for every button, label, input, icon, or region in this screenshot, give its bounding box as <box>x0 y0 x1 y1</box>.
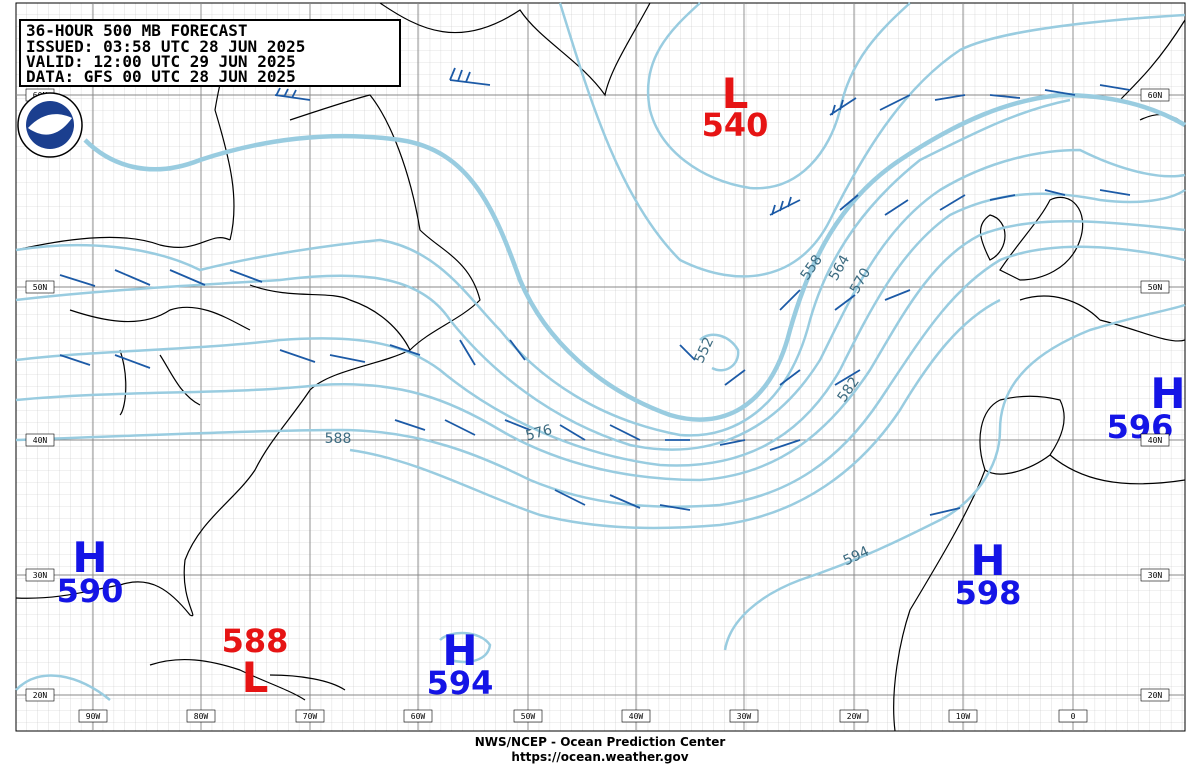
latitude-label: 20N <box>33 691 48 700</box>
longitude-label-box <box>295 709 325 723</box>
latitude-label-box <box>1140 433 1170 447</box>
height-contours <box>15 2 1187 701</box>
wind-barbs <box>59 67 1131 516</box>
latitude-label-box <box>25 433 55 447</box>
latitude-label-box <box>25 688 55 702</box>
longitude-label: 70W <box>303 712 318 721</box>
longitude-label: 20W <box>847 712 862 721</box>
latitude-label: 40N <box>1148 436 1163 445</box>
grid-labels: 60N60N50N50N40N40N30N30N20N20N90W80W70W6… <box>25 88 1170 723</box>
longitude-label-box <box>839 709 869 723</box>
longitude-label: 10W <box>956 712 971 721</box>
longitude-label-box <box>78 709 108 723</box>
longitude-label-box <box>403 709 433 723</box>
center-symbol: L <box>722 69 749 118</box>
latitude-label: 30N <box>1148 571 1163 580</box>
longitude-label: 0 <box>1071 712 1076 721</box>
longitude-label: 50W <box>521 712 536 721</box>
coastline <box>15 2 1186 732</box>
header-box <box>19 19 401 87</box>
center-symbol: H <box>72 533 107 582</box>
longitude-label-box <box>621 709 651 723</box>
longitude-label: 60W <box>411 712 426 721</box>
header-line: DATA: GFS 00 UTC 28 JUN 2025 <box>26 67 296 86</box>
longitude-label: 80W <box>194 712 209 721</box>
longitude-label-box <box>1058 709 1088 723</box>
center-symbol: H <box>442 626 477 675</box>
center-value: 590 <box>57 572 124 610</box>
header-line: 36-HOUR 500 MB FORECAST <box>26 21 248 40</box>
contour-label: 576 <box>524 422 554 444</box>
center-value: 594 <box>427 664 494 702</box>
center-symbol: H <box>970 536 1005 585</box>
pressure-centers: H 590 588 L H 594 L 540 H 598 H 596 <box>57 69 1186 702</box>
header-line: VALID: 12:00 UTC 29 JUN 2025 <box>26 52 296 71</box>
latitude-label: 20N <box>1148 691 1163 700</box>
longitude-label-box <box>948 709 978 723</box>
footer-line: NWS/NCEP - Ocean Prediction Center <box>475 735 726 749</box>
center-value: 598 <box>955 574 1022 612</box>
center-symbol: L <box>242 653 269 702</box>
longitude-label-box <box>186 709 216 723</box>
longitude-label: 30W <box>737 712 752 721</box>
map-frame <box>15 2 1186 732</box>
center-value: 540 <box>702 106 769 144</box>
noaa-logo <box>17 92 83 158</box>
major-grid <box>16 3 1185 731</box>
header-line: ISSUED: 03:58 UTC 28 JUN 2025 <box>26 37 305 56</box>
center-symbol: H <box>1150 369 1185 418</box>
latitude-label: 50N <box>33 283 48 292</box>
latitude-label-box <box>25 568 55 582</box>
center-value: 588 <box>222 622 289 660</box>
latitude-label-box <box>1140 280 1170 294</box>
longitude-label: 40W <box>629 712 644 721</box>
longitude-label: 90W <box>86 712 101 721</box>
latitude-label: 50N <box>1148 283 1163 292</box>
latitude-label-box <box>1140 688 1170 702</box>
latitude-label-box <box>1140 88 1170 102</box>
latitude-label: 40N <box>33 436 48 445</box>
footer-line: https://ocean.weather.gov <box>511 750 688 764</box>
latitude-label-box <box>1140 568 1170 582</box>
contour-label: 588 <box>325 431 352 447</box>
latitude-label: 60N <box>1148 91 1163 100</box>
longitude-label-box <box>513 709 543 723</box>
latitude-label-box <box>25 280 55 294</box>
latitude-label: 30N <box>33 571 48 580</box>
longitude-label-box <box>729 709 759 723</box>
